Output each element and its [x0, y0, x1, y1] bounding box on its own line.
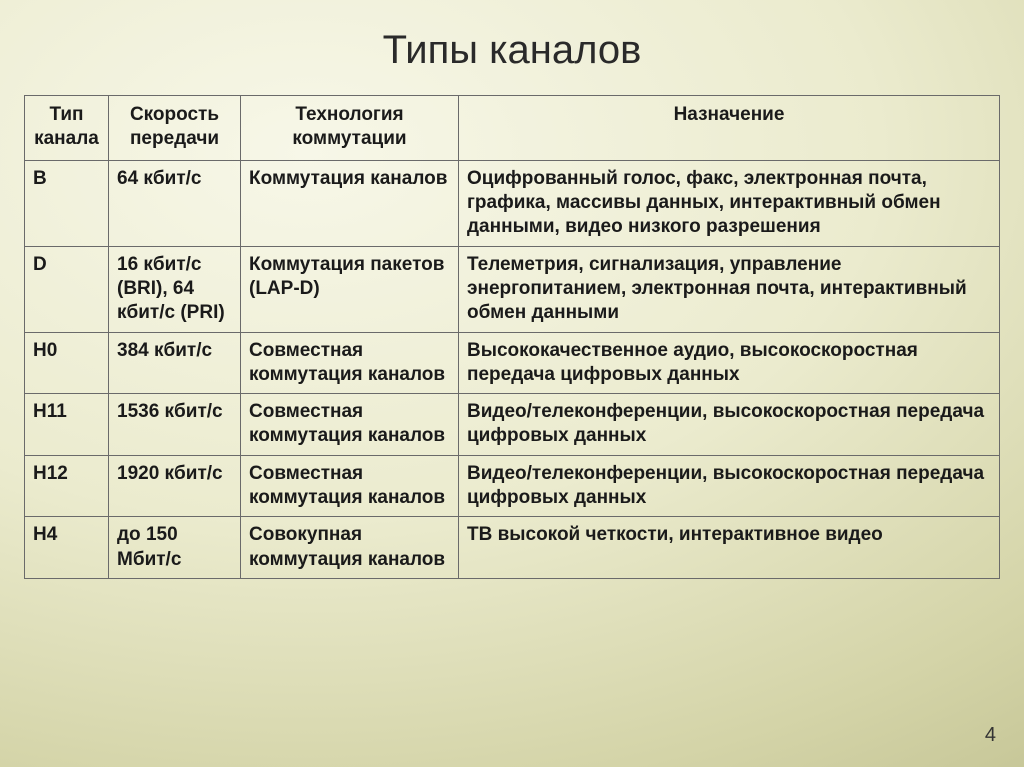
cell-type: H4 [25, 517, 109, 579]
col-header-purpose: Назначение [459, 96, 1000, 161]
cell-purpose: Оцифрованный голос, факс, электронная по… [459, 160, 1000, 246]
col-header-type: Тип канала [25, 96, 109, 161]
cell-type: D [25, 246, 109, 332]
slide: Типы каналов Тип канала Скорость передач… [0, 0, 1024, 767]
cell-speed: 16 кбит/с (BRI), 64 кбит/с (PRI) [109, 246, 241, 332]
cell-speed: 1536 кбит/с [109, 394, 241, 456]
col-header-tech: Технология коммутации [241, 96, 459, 161]
page-title: Типы каналов [24, 28, 1000, 73]
col-header-speed: Скорость передачи [109, 96, 241, 161]
cell-tech: Коммутация каналов [241, 160, 459, 246]
cell-speed: 1920 кбит/с [109, 455, 241, 517]
cell-purpose: Видео/телеконференции, высокоскоростная … [459, 394, 1000, 456]
table-header-row: Тип канала Скорость передачи Технология … [25, 96, 1000, 161]
cell-purpose: Видео/телеконференции, высокоскоростная … [459, 455, 1000, 517]
cell-purpose: Высококачественное аудио, высокоскоростн… [459, 332, 1000, 394]
table-row: D 16 кбит/с (BRI), 64 кбит/с (PRI) Комму… [25, 246, 1000, 332]
table-row: H12 1920 кбит/с Совместная коммутация ка… [25, 455, 1000, 517]
cell-purpose: ТВ высокой четкости, интерактивное видео [459, 517, 1000, 579]
table-row: B 64 кбит/с Коммутация каналов Оцифрован… [25, 160, 1000, 246]
table-row: H4 до 150 Мбит/с Совокупная коммутация к… [25, 517, 1000, 579]
cell-type: H12 [25, 455, 109, 517]
cell-type: H0 [25, 332, 109, 394]
cell-type: B [25, 160, 109, 246]
cell-speed: до 150 Мбит/с [109, 517, 241, 579]
cell-speed: 64 кбит/с [109, 160, 241, 246]
cell-purpose: Телеметрия, сигнализация, управление эне… [459, 246, 1000, 332]
cell-speed: 384 кбит/с [109, 332, 241, 394]
cell-tech: Совокупная коммутация каналов [241, 517, 459, 579]
table-row: H0 384 кбит/с Совместная коммутация кана… [25, 332, 1000, 394]
page-number: 4 [985, 724, 996, 747]
cell-tech: Коммутация пакетов (LAP-D) [241, 246, 459, 332]
cell-type: H11 [25, 394, 109, 456]
channels-table: Тип канала Скорость передачи Технология … [24, 95, 1000, 579]
cell-tech: Совместная коммутация каналов [241, 394, 459, 456]
table-row: H11 1536 кбит/с Совместная коммутация ка… [25, 394, 1000, 456]
cell-tech: Совместная коммутация каналов [241, 332, 459, 394]
cell-tech: Совместная коммутация каналов [241, 455, 459, 517]
